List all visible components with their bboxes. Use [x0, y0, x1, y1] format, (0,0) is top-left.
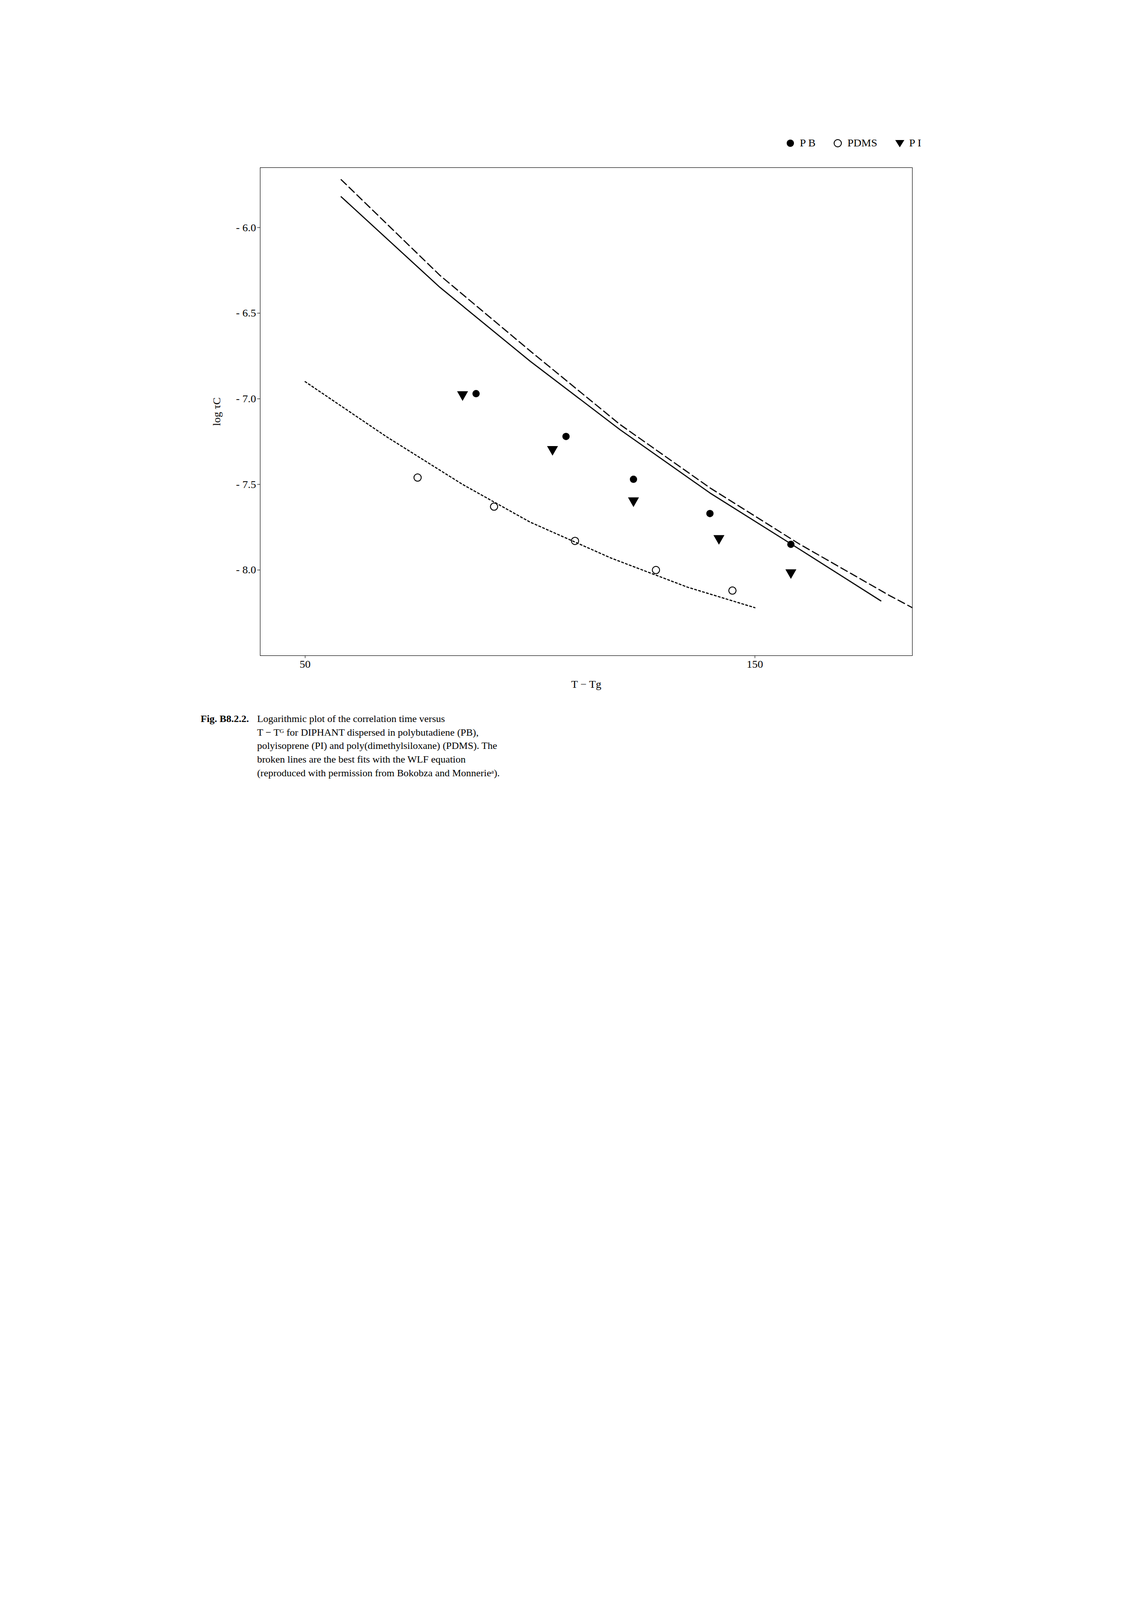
html-text:Logarithmic plot of the correl: Logarithmic plot of the correlation time… [257, 712, 500, 779]
svg-text:50: 50 [299, 658, 311, 670]
html-text:P B: P B [799, 136, 816, 149]
svg-text:- 6.5: - 6.5 [236, 306, 257, 319]
svg-text:150: 150 [746, 658, 763, 670]
svg-text:- 6.0: - 6.0 [236, 221, 257, 234]
html-text:PDMS: PDMS [847, 136, 878, 149]
html-text:P I: P I [909, 136, 922, 149]
svg-text:T − Tg: T − Tg [571, 678, 602, 691]
svg-text:- 7.0: - 7.0 [236, 392, 257, 405]
svg-text:- 7.5: - 7.5 [236, 478, 257, 491]
html-text:Fig. B8.2.2.: Fig. B8.2.2. [200, 712, 249, 725]
svg-text:log τC: log τC [210, 397, 223, 426]
svg-text:- 8.0: - 8.0 [236, 563, 257, 576]
